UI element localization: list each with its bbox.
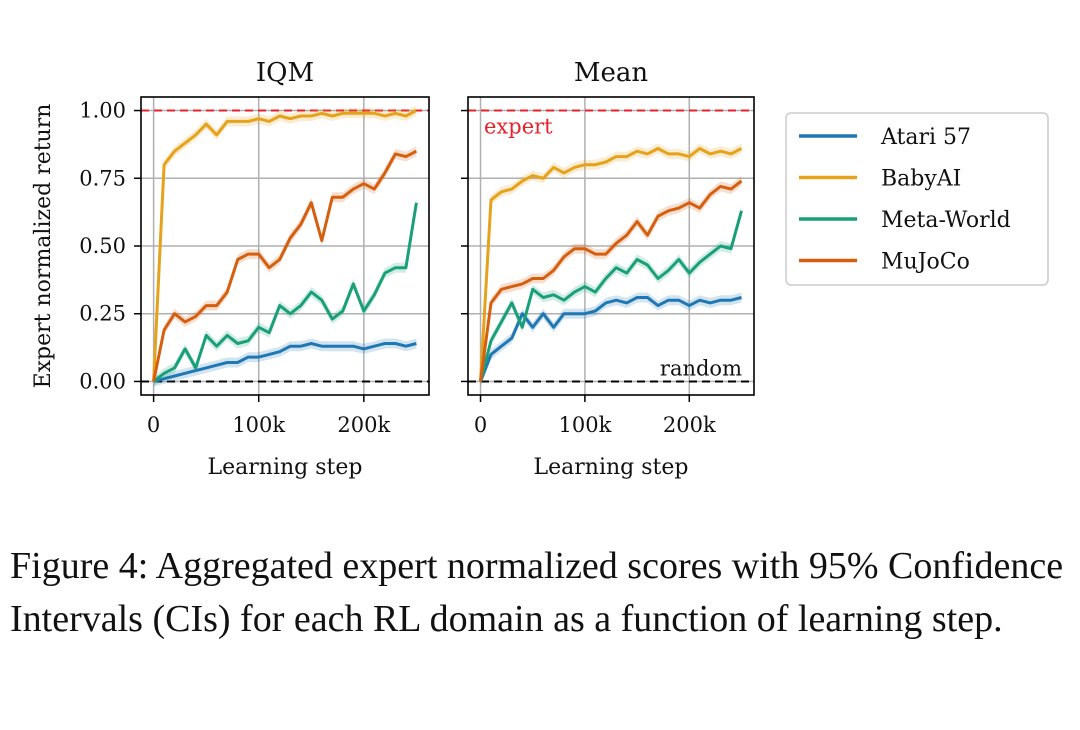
- x-tick-label: 100k: [558, 413, 611, 437]
- panel-mean: Mean 0 100k 200k Learning step expert random: [461, 58, 755, 480]
- x-tick-label: 0: [474, 413, 487, 437]
- figure-chart: Expert normalized return IQM 0 100k 200k 0.0…: [31, 58, 1049, 480]
- ci-band-meta-world: [153, 197, 417, 387]
- y-tick-label: 0.50: [79, 234, 126, 258]
- x-axis-label-iqm: Learning step: [208, 455, 363, 480]
- panel-iqm: IQM 0 100k 200k 0.00 0.25 0.50 0.75 1.00 Learning…: [79, 58, 430, 480]
- ci-band-mujoco: [480, 176, 742, 387]
- x-tick-label: 200k: [337, 413, 390, 437]
- expert-label: expert: [484, 115, 553, 139]
- y-tick-label: 0.00: [79, 369, 126, 393]
- legend-label-babyai: BabyAI: [881, 167, 961, 192]
- x-tick-label: 0: [147, 413, 160, 437]
- x-tick-label: 100k: [232, 413, 285, 437]
- y-tick-label: 1.00: [79, 99, 126, 123]
- panel-title-iqm: IQM: [256, 58, 314, 88]
- series-line-babyai: [152, 109, 418, 382]
- legend-frame: [785, 112, 1049, 286]
- y-axis-label: Expert normalized return: [31, 104, 56, 389]
- y-tick-label: 0.25: [79, 302, 126, 326]
- series-line-babyai: [479, 147, 743, 382]
- x-tick-label: 200k: [663, 413, 716, 437]
- series-line-mujoco: [152, 149, 418, 382]
- y-tick-label: 0.75: [79, 166, 126, 190]
- legend-label-meta-world: Meta-World: [881, 208, 1011, 233]
- panel-title-mean: Mean: [574, 58, 649, 88]
- series-line-meta-world: [152, 202, 418, 383]
- legend-label-mujoco: MuJoCo: [881, 250, 970, 275]
- series-line-meta-world: [479, 210, 743, 382]
- legend: Atari 57 BabyAI Meta-World MuJoCo: [785, 112, 1049, 286]
- ci-band-atari-57: [153, 338, 417, 387]
- series-line-atari-57: [153, 342, 417, 383]
- series-line-mujoco: [479, 179, 743, 382]
- random-label: random: [660, 356, 742, 380]
- legend-label-atari-57: Atari 57: [880, 125, 971, 150]
- x-axis-label-mean: Learning step: [534, 455, 689, 480]
- figure-caption: Figure 4: Aggregated expert normalized s…: [10, 545, 1064, 640]
